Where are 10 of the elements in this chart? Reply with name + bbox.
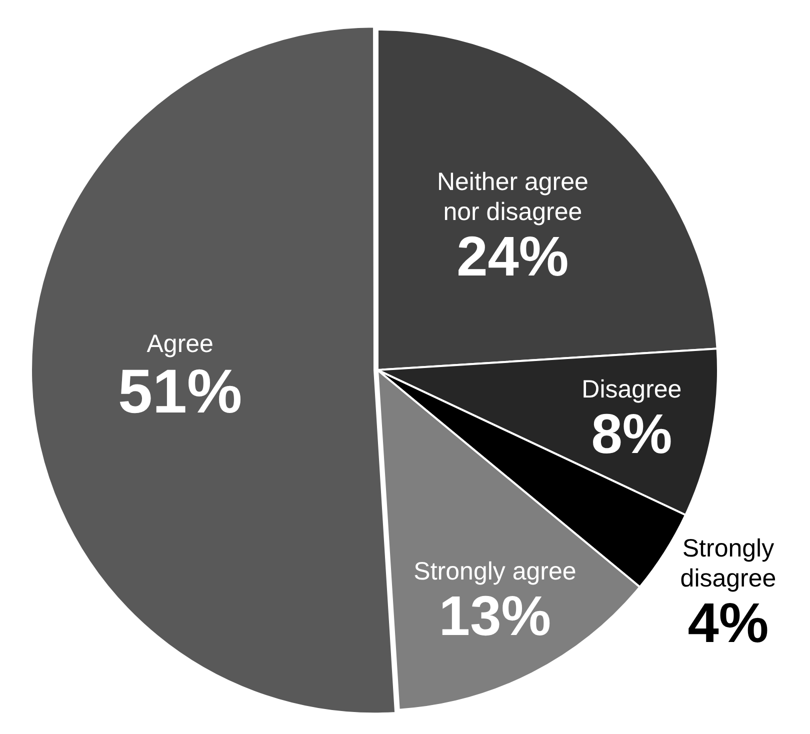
data-label: 4% — [688, 591, 769, 654]
slice-label: Strongly disagree — [680, 534, 776, 592]
slice-label: Disagree — [582, 375, 682, 404]
slice-label: Strongly agree — [414, 557, 576, 586]
data-label: 24% — [456, 224, 569, 288]
slice-label: Neither agree nor disagree — [436, 168, 588, 226]
data-label: 8% — [591, 402, 672, 465]
slice-label: Agree — [146, 330, 214, 358]
data-label: 51% — [118, 357, 242, 426]
data-label: 13% — [438, 584, 552, 648]
